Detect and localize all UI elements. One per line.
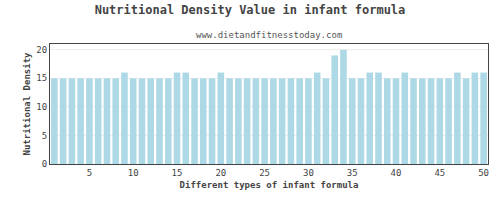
svg-text:20: 20 (36, 45, 47, 55)
svg-text:www.dietandfitnesstoday.com: www.dietandfitnesstoday.com (196, 30, 342, 40)
svg-text:30: 30 (303, 168, 314, 178)
svg-text:0: 0 (42, 159, 47, 169)
svg-text:40: 40 (391, 168, 402, 178)
svg-text:5: 5 (87, 168, 92, 178)
svg-text:5: 5 (42, 131, 47, 141)
svg-text:15: 15 (36, 73, 47, 83)
svg-text:20: 20 (215, 168, 226, 178)
svg-text:35: 35 (347, 168, 358, 178)
svg-text:10: 10 (128, 168, 139, 178)
svg-text:50: 50 (478, 168, 489, 178)
svg-text:Different types of infant form: Different types of infant formula (180, 180, 359, 190)
svg-text:10: 10 (36, 102, 47, 112)
svg-text:45: 45 (434, 168, 445, 178)
svg-text:Nutritional Density Value in i: Nutritional Density Value in infant form… (95, 3, 406, 17)
svg-text:25: 25 (259, 168, 270, 178)
svg-text:15: 15 (172, 168, 183, 178)
svg-text:Nutritional Density: Nutritional Density (22, 52, 32, 156)
